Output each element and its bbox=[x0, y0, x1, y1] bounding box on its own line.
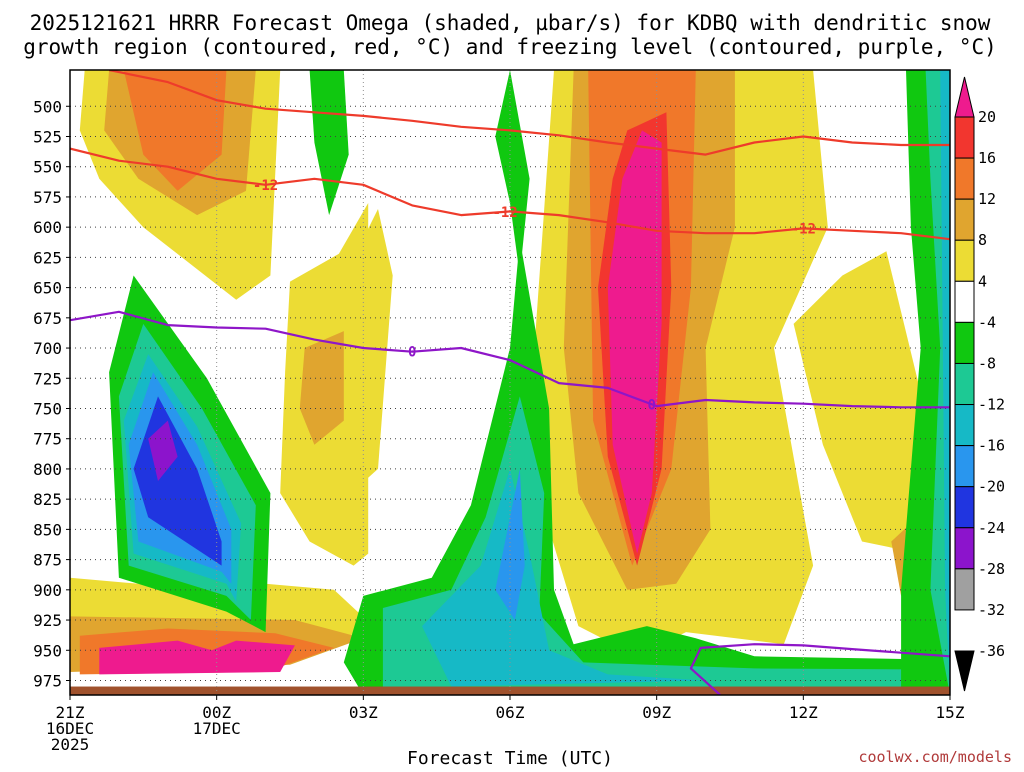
x-tick-label-0-2: 2025 bbox=[51, 735, 90, 754]
omega-region-29 bbox=[495, 468, 525, 620]
y-tick-label-550: 550 bbox=[33, 158, 62, 177]
colorbar-tick-10: -24 bbox=[978, 519, 1005, 537]
x-axis-label: Forecast Time (UTC) bbox=[407, 748, 613, 768]
colorbar-swatch-10 bbox=[954, 486, 975, 529]
colorbar-tick-11: -28 bbox=[978, 560, 1005, 578]
colorbar-tick-3: 8 bbox=[978, 231, 987, 249]
colorbar-tick-9: -20 bbox=[978, 478, 1005, 496]
y-tick-label-775: 775 bbox=[33, 430, 62, 449]
y-tick-label-850: 850 bbox=[33, 520, 62, 539]
x-tick-label-0-0: 21Z bbox=[56, 703, 85, 722]
colorbar-swatch-12 bbox=[954, 568, 975, 611]
colorbar-tick-4: 4 bbox=[978, 272, 987, 290]
y-axis: 500 525 550 575 600 625 650 675 700 725 750 775 800 8… bbox=[33, 97, 70, 690]
contour-lines: -12 -12 -12 0 0 bbox=[70, 70, 950, 695]
y-tick-label-975: 975 bbox=[33, 671, 62, 690]
grid-lines bbox=[70, 70, 950, 695]
x-tick-label-15-0: 12Z bbox=[789, 703, 818, 722]
colorbar-swatch-11 bbox=[954, 527, 975, 570]
colorbar-tick-5: -4 bbox=[978, 313, 996, 331]
colorbar-swatch-4 bbox=[954, 239, 975, 282]
colorbar-tick-8: -16 bbox=[978, 437, 1005, 455]
colorbar-swatch-6 bbox=[954, 321, 975, 364]
omega-shading bbox=[70, 70, 950, 695]
y-tick-label-675: 675 bbox=[33, 309, 62, 328]
x-tick-label-12-0: 09Z bbox=[642, 703, 671, 722]
colorbar-tick-6: -8 bbox=[978, 354, 996, 372]
y-tick-label-600: 600 bbox=[33, 218, 62, 237]
chart-title-line-1: 2025121621 HRRR Forecast Omega (shaded, … bbox=[30, 11, 991, 35]
colorbar-swatch-3 bbox=[954, 198, 975, 241]
x-tick-label-6-0: 03Z bbox=[349, 703, 378, 722]
omega-region-17 bbox=[299, 331, 344, 445]
y-tick-label-800: 800 bbox=[33, 460, 62, 479]
freezing-level-contour-line-1 bbox=[689, 643, 950, 695]
dgz-contour-line-1 bbox=[108, 70, 950, 156]
colorbar-swatch-5 bbox=[954, 280, 975, 323]
colorbar-tick-2: 12 bbox=[978, 190, 996, 208]
omega-region-15 bbox=[607, 130, 662, 554]
credit-text: coolwx.com/models bbox=[858, 748, 1012, 766]
colorbar-tick-1: 16 bbox=[978, 149, 996, 167]
omega-region-25 bbox=[148, 420, 178, 481]
x-tick-label-18-0: 15Z bbox=[936, 703, 965, 722]
colorbar: 20 16 12 8 4 -4 -8 -12 -16 -20 -24 -28 -32 -36 bbox=[954, 76, 1005, 692]
y-tick-label-625: 625 bbox=[33, 248, 62, 267]
omega-region-6 bbox=[99, 640, 295, 675]
chart-title-line-2: growth region (contoured, red, °C) and f… bbox=[23, 35, 997, 59]
freezing-level-contour-label-0-1: 0 bbox=[648, 397, 656, 413]
x-tick-label-3-1: 17DEC bbox=[193, 719, 241, 738]
omega-region-28 bbox=[422, 468, 706, 687]
x-tick-label-9-0: 06Z bbox=[496, 703, 525, 722]
dgz-contour-line-0 bbox=[70, 147, 950, 241]
y-tick-label-750: 750 bbox=[33, 399, 62, 418]
dgz-contour-label-0-1: -12 bbox=[492, 205, 517, 221]
y-tick-label-650: 650 bbox=[33, 279, 62, 298]
dgz-contour-label-0-0: -12 bbox=[253, 178, 278, 194]
colorbar-tick-0: 20 bbox=[978, 108, 996, 126]
y-tick-label-575: 575 bbox=[33, 188, 62, 207]
omega-region-2 bbox=[123, 70, 227, 191]
freezing-level-contour-label-0-0: 0 bbox=[408, 345, 416, 361]
dgz-contour-label-0-2: -12 bbox=[791, 221, 816, 237]
colorbar-tick-7: -12 bbox=[978, 396, 1005, 414]
x-tick-label-0-1: 16DEC bbox=[46, 719, 94, 738]
y-tick-label-925: 925 bbox=[33, 611, 62, 630]
omega-region-19 bbox=[495, 70, 530, 276]
y-tick-label-900: 900 bbox=[33, 581, 62, 600]
colorbar-swatch-7 bbox=[954, 362, 975, 406]
colorbar-swatch-9 bbox=[954, 445, 975, 488]
omega-region-10 bbox=[793, 251, 931, 554]
colorbar-swatch-8 bbox=[954, 404, 975, 447]
freezing-level-contour-line-0 bbox=[70, 310, 950, 409]
omega-region-18 bbox=[309, 70, 349, 216]
y-tick-label-500: 500 bbox=[33, 97, 62, 116]
colorbar-tick-12: -32 bbox=[978, 601, 1005, 619]
colorbar-swatch-bottom bbox=[954, 650, 975, 692]
x-tick-label-3-0: 00Z bbox=[202, 703, 231, 722]
y-tick-label-700: 700 bbox=[33, 339, 62, 358]
y-tick-label-950: 950 bbox=[33, 641, 62, 660]
y-tick-label-725: 725 bbox=[33, 369, 62, 388]
omega-region-32 bbox=[940, 70, 950, 695]
y-tick-label-525: 525 bbox=[33, 127, 62, 146]
colorbar-swatch-1 bbox=[954, 116, 975, 159]
y-tick-label-825: 825 bbox=[33, 490, 62, 509]
colorbar-tick-13: -36 bbox=[978, 642, 1005, 660]
plot-area: -12 -12 -12 0 0 bbox=[70, 70, 950, 695]
colorbar-swatch-2 bbox=[954, 157, 975, 200]
y-tick-label-875: 875 bbox=[33, 551, 62, 570]
